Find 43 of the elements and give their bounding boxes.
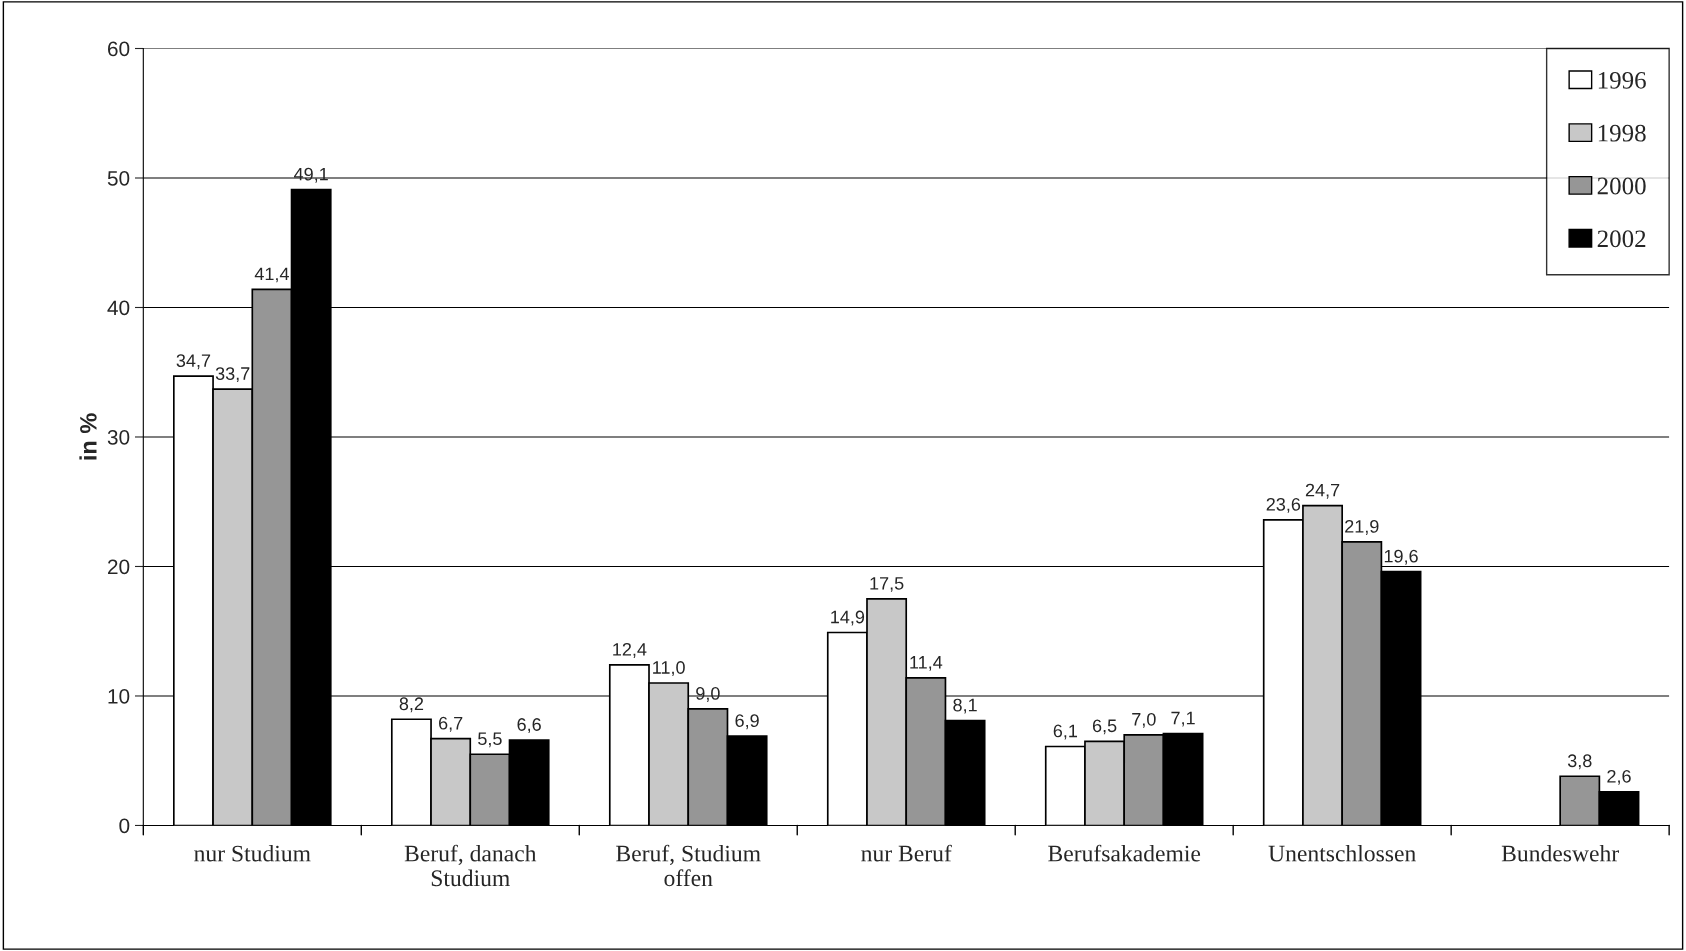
data-label: 11,0 — [653, 661, 685, 677]
legend-label: 1998 — [1598, 124, 1646, 142]
data-label: 6,9 — [735, 714, 759, 730]
x-tick-label: Berufsakademie — [1048, 844, 1201, 862]
x-tick-label: nur Beruf — [861, 844, 952, 862]
data-label: 7,0 — [1132, 712, 1156, 728]
data-label: 23,6 — [1266, 497, 1301, 513]
y-tick-label: 60 — [108, 41, 130, 57]
legend-label: 2000 — [1597, 177, 1646, 195]
data-label: 21,9 — [1345, 519, 1379, 535]
data-label: 17,5 — [870, 577, 904, 592]
data-label: 19,6 — [1384, 549, 1418, 565]
x-tick-label: nur Studium — [194, 844, 311, 862]
data-label: 3,8 — [1567, 754, 1592, 770]
y-axis-title: in % — [79, 413, 97, 460]
x-tick-label: Unentschlossen — [1268, 844, 1416, 862]
data-label: 33,7 — [215, 367, 250, 383]
legend-label: 1996 — [1598, 71, 1646, 89]
x-tick-label: Beruf, Studium offen — [616, 844, 761, 887]
y-tick-label: 30 — [107, 429, 130, 445]
data-label: 6,5 — [1092, 719, 1117, 735]
data-label: 24,7 — [1305, 483, 1340, 499]
y-tick-label: 10 — [108, 688, 130, 704]
y-tick-label: 50 — [107, 171, 130, 186]
x-tick-label: Bundeswehr — [1501, 844, 1619, 862]
data-label: 6,6 — [517, 718, 541, 734]
y-tick-label: 20 — [107, 559, 130, 575]
data-label: 6,7 — [439, 716, 463, 732]
data-label: 5,5 — [478, 732, 502, 748]
data-label: 14,9 — [831, 610, 865, 626]
data-label: 12,4 — [613, 642, 647, 658]
x-tick-label: Beruf, danach Studium — [404, 844, 537, 887]
legend-label: 2002 — [1597, 230, 1646, 248]
data-label: 8,1 — [953, 698, 977, 714]
data-label: 34,7 — [176, 354, 211, 370]
data-label: 8,2 — [399, 697, 424, 713]
data-label: 2,6 — [1607, 769, 1631, 785]
data-label: 41,4 — [254, 267, 289, 283]
data-label: 6,1 — [1053, 724, 1078, 740]
data-label: 7,1 — [1171, 711, 1195, 727]
data-label: 11,4 — [910, 656, 943, 671]
y-tick-label: 0 — [119, 818, 130, 834]
y-tick-label: 40 — [107, 300, 130, 316]
